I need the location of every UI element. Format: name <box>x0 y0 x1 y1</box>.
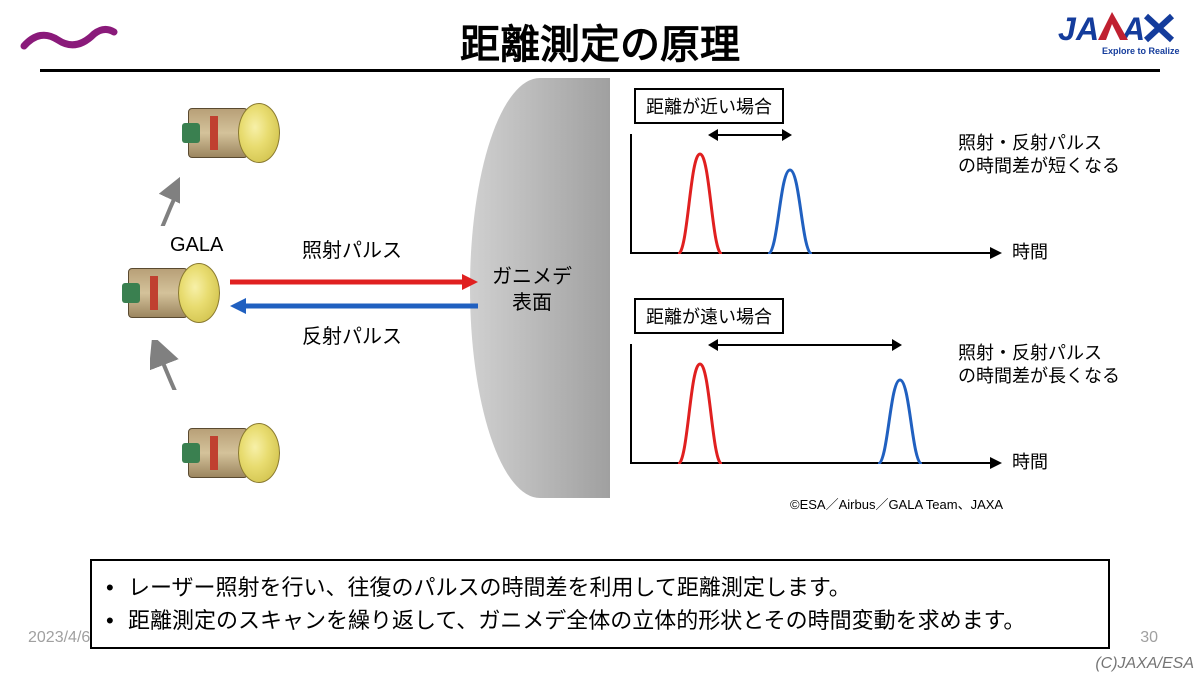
page-title: 距離測定の原理 <box>40 12 1160 70</box>
jaxa-logo: J A A Explore to Realize <box>1040 6 1180 65</box>
slide-header: 距離測定の原理 J A A Explore to Realize <box>40 0 1160 72</box>
summary-bullet-1: レーザー照射を行い、往復のパルスの時間差を利用して距離測定します。 <box>128 571 1092 604</box>
ganymede-surface-label: ガニメデ 表面 <box>492 264 572 316</box>
reflected-pulse-arrow <box>230 296 480 316</box>
gala-instrument-middle <box>120 258 220 328</box>
svg-text:J: J <box>1058 11 1077 47</box>
surface-label-2: 表面 <box>512 292 552 314</box>
chart-near-xlabel: 時間 <box>1012 238 1048 264</box>
principle-diagram: ガニメデ 表面 GALA 照射パルス 反射パルス <box>40 88 580 508</box>
summary-box: レーザー照射を行い、往復のパルスの時間差を利用して距離測定します。 距離測定のス… <box>90 559 1110 649</box>
footer-page: 30 <box>1140 629 1158 647</box>
gala-instrument-top <box>180 98 280 168</box>
reflected-pulse-label: 反射パルス <box>302 320 402 349</box>
chart-far-xlabel: 時間 <box>1012 448 1048 474</box>
summary-bullet-2: 距離測定のスキャンを繰り返して、ガニメデ全体の立体的形状とその時間変動を求めます… <box>128 604 1092 637</box>
surface-label-1: ガニメデ <box>492 266 572 288</box>
chart-near-curves <box>630 134 1000 254</box>
chart-near-axes <box>630 134 1000 254</box>
image-credit: ©ESA／Airbus／GALA Team、JAXA <box>790 494 1003 513</box>
chart-near: 距離が近い場合 照射・反射パルス の時間差が短くなる 時間 <box>620 88 1140 278</box>
move-arrow-up <box>150 176 180 226</box>
emitted-pulse-label: 照射パルス <box>302 234 402 263</box>
footer-date: 2023/4/6 <box>28 629 90 647</box>
move-arrow-down <box>150 340 180 390</box>
pulse-charts: 距離が近い場合 照射・反射パルス の時間差が短くなる 時間 距離が遠い場合 照射… <box>600 88 1160 508</box>
gala-label: GALA <box>170 234 223 257</box>
chart-far-curves <box>630 344 1000 464</box>
svg-text:A: A <box>1075 11 1098 47</box>
chart-far: 距離が遠い場合 照射・反射パルス の時間差が長くなる 時間 <box>620 298 1140 488</box>
copyright-watermark: (C)JAXA/ESA <box>1095 655 1194 673</box>
svg-text:Explore to Realize: Explore to Realize <box>1102 46 1180 56</box>
svg-text:A: A <box>1121 11 1144 47</box>
chart-far-title: 距離が遠い場合 <box>634 298 784 334</box>
gala-instrument-bottom <box>180 418 280 488</box>
chart-far-axes <box>630 344 1000 464</box>
chart-near-title: 距離が近い場合 <box>634 88 784 124</box>
emitted-pulse-arrow <box>230 272 480 292</box>
